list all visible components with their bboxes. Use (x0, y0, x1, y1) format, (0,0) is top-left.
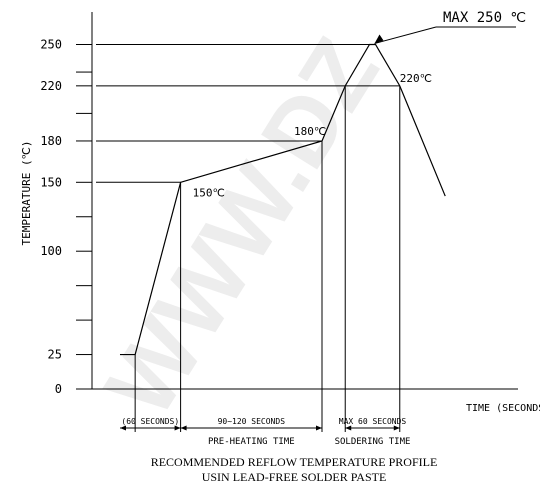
y-tick-label: 25 (48, 348, 62, 362)
y-tick-label: 250 (40, 38, 62, 52)
dimension-arrowhead (120, 425, 126, 431)
interval-caption: PRE-HEATING TIME (208, 437, 295, 447)
y-tick-label: 150 (40, 175, 62, 189)
max-label-arrowhead (374, 34, 384, 44)
y-tick-label: 220 (40, 79, 62, 93)
interval-label: MAX 60 SECONDS (339, 417, 407, 426)
caption-line-1: RECOMMENDED REFLOW TEMPERATURE PROFILE (151, 455, 438, 469)
max-label-leader (374, 26, 437, 44)
y-tick-label: 180 (40, 134, 62, 148)
interval-label: (60 SECONDS) (121, 417, 179, 426)
watermark: WWW.DZ (85, 21, 399, 435)
max-temperature-label: MAX 250 ℃ (443, 10, 526, 26)
dimension-arrowhead (316, 425, 322, 431)
interval-caption: SOLDERING TIME (335, 437, 411, 447)
dimension-arrowhead (393, 425, 400, 431)
point-label: 180℃ (294, 125, 326, 138)
dimension-arrowhead (174, 425, 181, 431)
dimension-arrowhead (180, 425, 187, 431)
x-axis-label: TIME (SECONDS) (466, 403, 540, 414)
caption-line-2: USIN LEAD-FREE SOLDER PASTE (202, 470, 387, 484)
y-tick-label: 0 (55, 382, 62, 396)
y-axis-label: TEMPERATURE (℃) (20, 140, 33, 245)
dimension-arrowhead (345, 425, 352, 431)
interval-label: 90~120 SECONDS (218, 417, 286, 426)
point-label: 220℃ (400, 72, 432, 85)
y-tick-label: 100 (40, 244, 62, 258)
point-label: 150℃ (193, 186, 225, 199)
